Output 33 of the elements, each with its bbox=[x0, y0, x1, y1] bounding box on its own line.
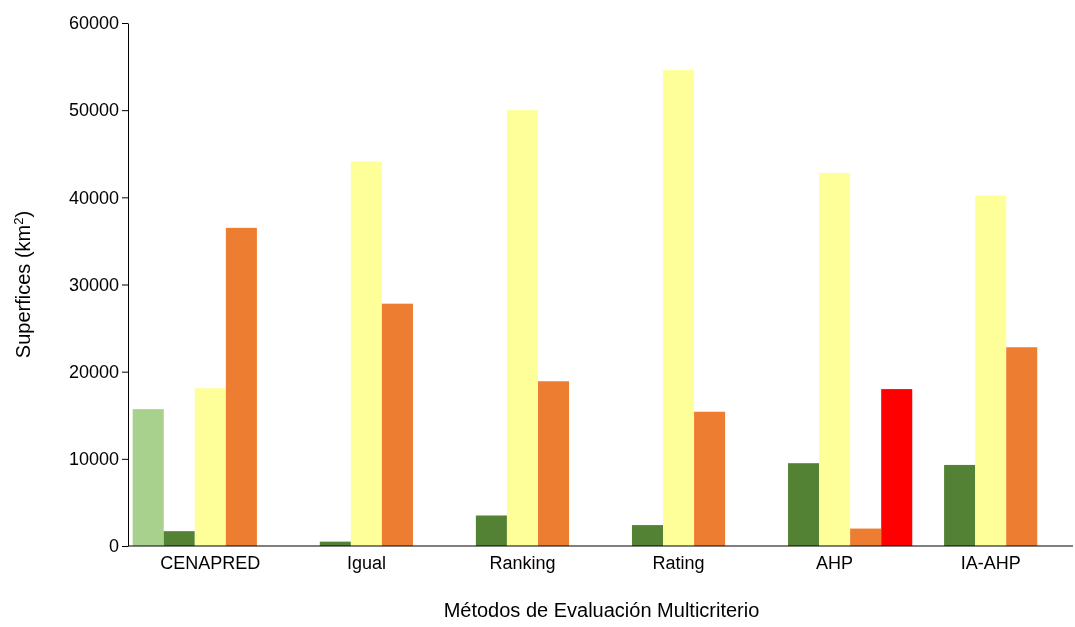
x-tick-label: Igual bbox=[346, 552, 386, 573]
bar bbox=[975, 195, 1007, 546]
bar bbox=[881, 389, 913, 546]
y-tick-label: 60000 bbox=[68, 13, 119, 34]
x-tick-label: AHP bbox=[816, 552, 854, 573]
bar bbox=[132, 409, 164, 546]
x-tick-label: Ranking bbox=[489, 552, 556, 573]
x-tick-label: CENAPRED bbox=[160, 552, 261, 573]
y-tick-label: 50000 bbox=[68, 100, 119, 121]
x-tick-label: Rating bbox=[652, 552, 705, 573]
x-axis-title: Métodos de Evaluación Multicriterio bbox=[443, 599, 760, 621]
bar bbox=[850, 528, 882, 546]
bar bbox=[381, 303, 413, 546]
y-tick-label: 10000 bbox=[68, 449, 119, 470]
bar bbox=[788, 463, 820, 546]
bar bbox=[506, 110, 538, 546]
y-tick-label: 0 bbox=[108, 536, 119, 557]
bar bbox=[475, 515, 507, 546]
bar bbox=[350, 161, 382, 546]
bar bbox=[163, 531, 195, 546]
bar bbox=[631, 525, 664, 546]
bar bbox=[1006, 347, 1038, 546]
bar bbox=[225, 227, 257, 546]
bar bbox=[537, 381, 570, 546]
bar bbox=[944, 464, 976, 546]
y-tick-label: 40000 bbox=[68, 187, 119, 208]
bar bbox=[694, 411, 726, 546]
x-tick-label: IA-AHP bbox=[960, 552, 1021, 573]
bar bbox=[194, 388, 226, 546]
bar bbox=[819, 172, 851, 546]
y-tick-label: 30000 bbox=[68, 274, 119, 295]
y-tick-label: 20000 bbox=[68, 361, 119, 382]
bar bbox=[663, 70, 695, 546]
